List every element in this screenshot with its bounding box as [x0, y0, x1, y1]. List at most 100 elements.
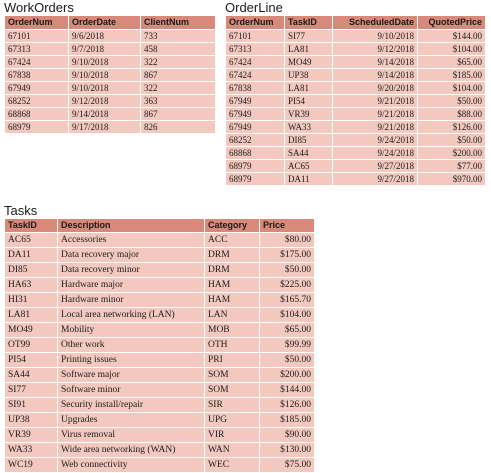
orderline-table-cell: LA81 — [284, 42, 333, 56]
tasks-table-cell: VIR — [204, 427, 260, 443]
tasks-table-cell: $185.00 — [259, 412, 315, 428]
orderline-header-cell: ScheduledDate — [332, 15, 418, 30]
tasks-title: Tasks — [4, 203, 38, 218]
workorders-table-row: 68979 9/17/2018 826 — [4, 120, 216, 134]
orderline-table-cell: $200.00 — [417, 146, 486, 160]
orderline-block: OrderLine OrderNum TaskID ScheduledDate … — [225, 0, 486, 186]
workorders-table-cell: 458 — [140, 42, 216, 56]
orderline-table-row: 67424 MO49 9/14/2018 $65.00 — [225, 55, 486, 69]
tasks-table-cell: LA81 — [4, 307, 58, 323]
tasks-table-row: HI31 Hardware minor HAM $165.70 — [4, 292, 315, 308]
tasks-table-cell: DRM — [204, 262, 260, 278]
tasks-table-cell: MO49 — [4, 322, 58, 338]
workorders-table-cell: 9/14/2018 — [68, 107, 141, 121]
orderline-table-cell: DI85 — [284, 133, 333, 147]
tasks-table-cell: DA11 — [4, 247, 58, 263]
tasks-table-cell: SA44 — [4, 367, 58, 383]
tasks-table-cell: Mobility — [57, 322, 205, 338]
orderline-table-cell: $126.00 — [417, 120, 486, 134]
tasks-table-row: MO49 Mobility MOB $65.00 — [4, 322, 315, 338]
orderline-table-cell: $185.00 — [417, 68, 486, 82]
workorders-table-row: 68868 9/14/2018 867 — [4, 107, 216, 121]
tasks-table-cell: VR39 — [4, 427, 58, 443]
orderline-table-cell: 9/27/2018 — [332, 172, 418, 186]
workorders-table-cell: 9/6/2018 — [68, 29, 141, 43]
orderline-table-cell: $88.00 — [417, 107, 486, 121]
orderline-header-cell: TaskID — [284, 15, 333, 30]
orderline-table-cell: 9/21/2018 — [332, 107, 418, 121]
tasks-table-cell: Hardware major — [57, 277, 205, 293]
tasks-table-cell: LAN — [204, 307, 260, 323]
workorders-block: WorkOrders OrderNum OrderDate ClientNum … — [4, 0, 216, 134]
tasks-table-cell: PRI — [204, 352, 260, 368]
orderline-table-cell: 67949 — [225, 120, 285, 134]
tasks-table-row: LA81 Local area networking (LAN) LAN $104.0… — [4, 307, 315, 323]
orderline-table-cell: $65.00 — [417, 55, 486, 69]
tasks-table-cell: ACC — [204, 232, 260, 248]
orderline-table-cell: 9/27/2018 — [332, 159, 418, 173]
orderline-table-cell: 9/24/2018 — [332, 146, 418, 160]
orderline-table-row: 67949 VR39 9/21/2018 $88.00 — [225, 107, 486, 121]
workorders-header-row: OrderNum OrderDate ClientNum — [4, 15, 216, 30]
workorders-table-cell: 322 — [140, 81, 216, 95]
orderline-table-cell: 9/20/2018 — [332, 81, 418, 95]
orderline-table-cell: 9/24/2018 — [332, 133, 418, 147]
tasks-table-cell: HI31 — [4, 292, 58, 308]
workorders-table-row: 67424 9/10/2018 322 — [4, 55, 216, 69]
tasks-table-cell: $99.99 — [259, 337, 315, 353]
tasks-table-row: SA44 Software major SOM $200.00 — [4, 367, 315, 383]
orderline-table-cell: $104.00 — [417, 81, 486, 95]
orderline-table: OrderNum TaskID ScheduledDate QuotedPric… — [225, 15, 486, 186]
tasks-table-cell: Hardware minor — [57, 292, 205, 308]
tasks-table-cell: WC19 — [4, 457, 58, 473]
orderline-table-cell: 9/21/2018 — [332, 120, 418, 134]
orderline-table-cell: SA44 — [284, 146, 333, 160]
tasks-table-cell: $225.00 — [259, 277, 315, 293]
orderline-table-cell: PI54 — [284, 94, 333, 108]
workorders-table-cell: 9/10/2018 — [68, 81, 141, 95]
tasks-table-cell: Accessories — [57, 232, 205, 248]
orderline-table-cell: 67424 — [225, 55, 285, 69]
tasks-table-cell: HAM — [204, 277, 260, 293]
orderline-table-row: 67101 SI77 9/10/2018 $144.00 — [225, 29, 486, 43]
tasks-table-cell: Data recovery minor — [57, 262, 205, 278]
tasks-table-cell: OTH — [204, 337, 260, 353]
tasks-table-cell: Other work — [57, 337, 205, 353]
tasks-header-cell: TaskID — [4, 218, 58, 233]
tasks-table-cell: SI77 — [4, 382, 58, 398]
workorders-table-row: 67313 9/7/2018 458 — [4, 42, 216, 56]
tasks-table-row: WA33 Wide area networking (WAN) WAN $130.00 — [4, 442, 315, 458]
workorders-table-cell: 322 — [140, 55, 216, 69]
orderline-table-cell: 67838 — [225, 81, 285, 95]
orderline-table-cell: DA11 — [284, 172, 333, 186]
tasks-table-cell: Wide area networking (WAN) — [57, 442, 205, 458]
tasks-table-cell: DI85 — [4, 262, 58, 278]
orderline-header-cell: QuotedPrice — [417, 15, 486, 30]
tasks-table-cell: $75.00 — [259, 457, 315, 473]
orderline-table-row: 68868 SA44 9/24/2018 $200.00 — [225, 146, 486, 160]
workorders-table: OrderNum OrderDate ClientNum 67101 9/6/20… — [4, 15, 216, 134]
tasks-table-cell: SI91 — [4, 397, 58, 413]
orderline-table-row: 68979 DA11 9/27/2018 $970.00 — [225, 172, 486, 186]
orderline-table-cell: 9/14/2018 — [332, 55, 418, 69]
tasks-table-row: SI77 Software minor SOM $144.00 — [4, 382, 315, 398]
tasks-table-row: WC19 Web connectivity WEC $75.00 — [4, 457, 315, 473]
tasks-table-cell: $80.00 — [259, 232, 315, 248]
tasks-table-cell: Data recovery major — [57, 247, 205, 263]
orderline-title: OrderLine — [225, 0, 283, 15]
orderline-table-cell: SI77 — [284, 29, 333, 43]
tasks-block: Tasks TaskID Description Category Price … — [4, 203, 315, 473]
workorders-table-row: 68252 9/12/2018 363 — [4, 94, 216, 108]
workorders-table-cell: 67838 — [4, 68, 69, 82]
orderline-table-cell: VR39 — [284, 107, 333, 121]
workorders-table-cell: 867 — [140, 68, 216, 82]
workorders-table-cell: 867 — [140, 107, 216, 121]
tasks-table-row: HA63 Hardware major HAM $225.00 — [4, 277, 315, 293]
workorders-table-cell: 9/10/2018 — [68, 55, 141, 69]
tasks-table-cell: $165.70 — [259, 292, 315, 308]
tasks-table-cell: $144.00 — [259, 382, 315, 398]
tasks-table-cell: WA33 — [4, 442, 58, 458]
orderline-header-cell: OrderNum — [225, 15, 285, 30]
workorders-table-cell: 363 — [140, 94, 216, 108]
workorders-table-row: 67838 9/10/2018 867 — [4, 68, 216, 82]
